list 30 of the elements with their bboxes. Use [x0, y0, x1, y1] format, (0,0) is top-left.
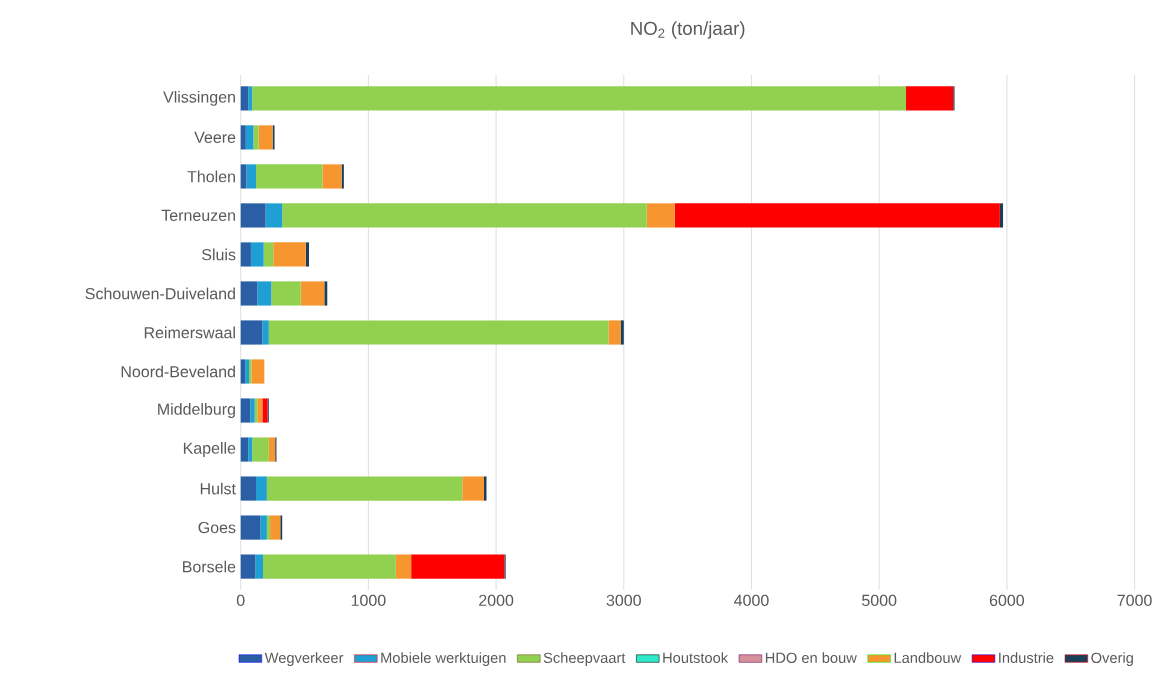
- y-tick-label: Terneuzen: [161, 209, 235, 222]
- y-tick-label: Noord-Beveland: [121, 365, 235, 378]
- legend-label: Houtstook: [663, 652, 729, 664]
- chart-title: NO$_{2}$ (ton/jaar): [631, 21, 745, 39]
- x-tick-label: 4000: [734, 594, 769, 607]
- legend-label: Overig: [1091, 652, 1133, 666]
- y-tick-label: Veere: [194, 131, 236, 143]
- x-tick-label: 6000: [989, 594, 1025, 607]
- legend-label: Landbouw: [894, 652, 962, 664]
- x-tick-label: 1000: [351, 594, 386, 607]
- legend-label: Wegverkeer: [264, 652, 344, 666]
- y-tick-label: Hulst: [200, 482, 236, 495]
- y-tick-label: Tholen: [187, 170, 235, 183]
- x-tick-label: 7000: [1117, 594, 1152, 607]
- legend-label: HDO en bouw: [765, 652, 857, 664]
- y-tick-label: Goes: [198, 521, 236, 534]
- y-tick-label: Borsele: [183, 560, 236, 573]
- x-tick-label: 0: [236, 594, 245, 607]
- legend-label: Scheepvaart: [543, 652, 626, 666]
- y-tick-label: Kapelle: [183, 442, 236, 457]
- legend-label: Mobiele werktuigen: [381, 652, 506, 666]
- y-tick-label: Reimerswaal: [144, 326, 235, 339]
- y-tick-label: Schouwen-Duiveland: [85, 287, 235, 300]
- x-tick-label: 5000: [862, 594, 897, 607]
- x-tick-label: 2000: [479, 594, 514, 607]
- x-tick-label: 3000: [606, 594, 641, 607]
- y-tick-label: Vlissingen: [163, 90, 235, 106]
- y-tick-label: Middelburg: [158, 403, 235, 418]
- y-tick-label: Sluis: [202, 248, 236, 261]
- legend-label: Industrie: [999, 652, 1054, 664]
